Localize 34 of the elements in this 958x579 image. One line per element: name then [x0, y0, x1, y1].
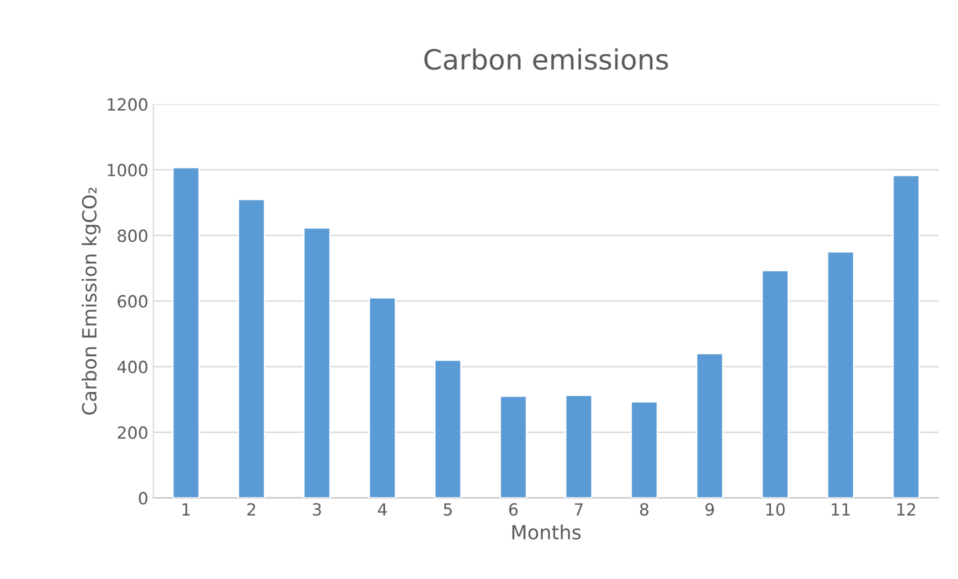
bar: [172, 166, 200, 498]
bar: [238, 198, 266, 498]
x-axis-title: Months: [512, 524, 581, 540]
bar: [303, 227, 331, 498]
x-tick-label: 3: [312, 503, 321, 516]
bar: [565, 394, 593, 498]
y-tick-label: 200: [118, 426, 148, 439]
x-tick-label: 2: [247, 503, 256, 516]
x-tick-label: 4: [378, 503, 387, 516]
bar: [761, 270, 789, 498]
x-tick-label: 5: [444, 503, 452, 516]
x-tick-label: 1: [182, 503, 190, 516]
x-tick-label: 10: [766, 503, 785, 516]
bar: [826, 251, 854, 498]
y-axis-title: Carbon Emission kgCO₂: [82, 188, 100, 415]
bar: [630, 401, 658, 498]
bar: [696, 352, 724, 498]
y-tick-label: 400: [117, 360, 148, 374]
y-tick-label: 0: [138, 492, 148, 505]
bar: [892, 174, 920, 498]
x-tick-label: 8: [640, 503, 648, 516]
y-tick-label: 1000: [108, 164, 148, 176]
y-tick-label: 1200: [108, 98, 148, 111]
y-tick-label: 600: [118, 295, 148, 308]
x-tick-label: 6: [509, 503, 518, 516]
x-tick-label: 11: [832, 503, 850, 516]
y-tick-label: 800: [118, 229, 148, 242]
bar: [434, 359, 462, 498]
x-tick-label: 12: [897, 503, 916, 516]
bar: [368, 297, 396, 498]
bar: [500, 396, 528, 498]
chart-title: Carbon emissions: [424, 48, 668, 70]
x-tick-label: 7: [574, 503, 583, 516]
x-tick-label: 9: [705, 503, 714, 516]
